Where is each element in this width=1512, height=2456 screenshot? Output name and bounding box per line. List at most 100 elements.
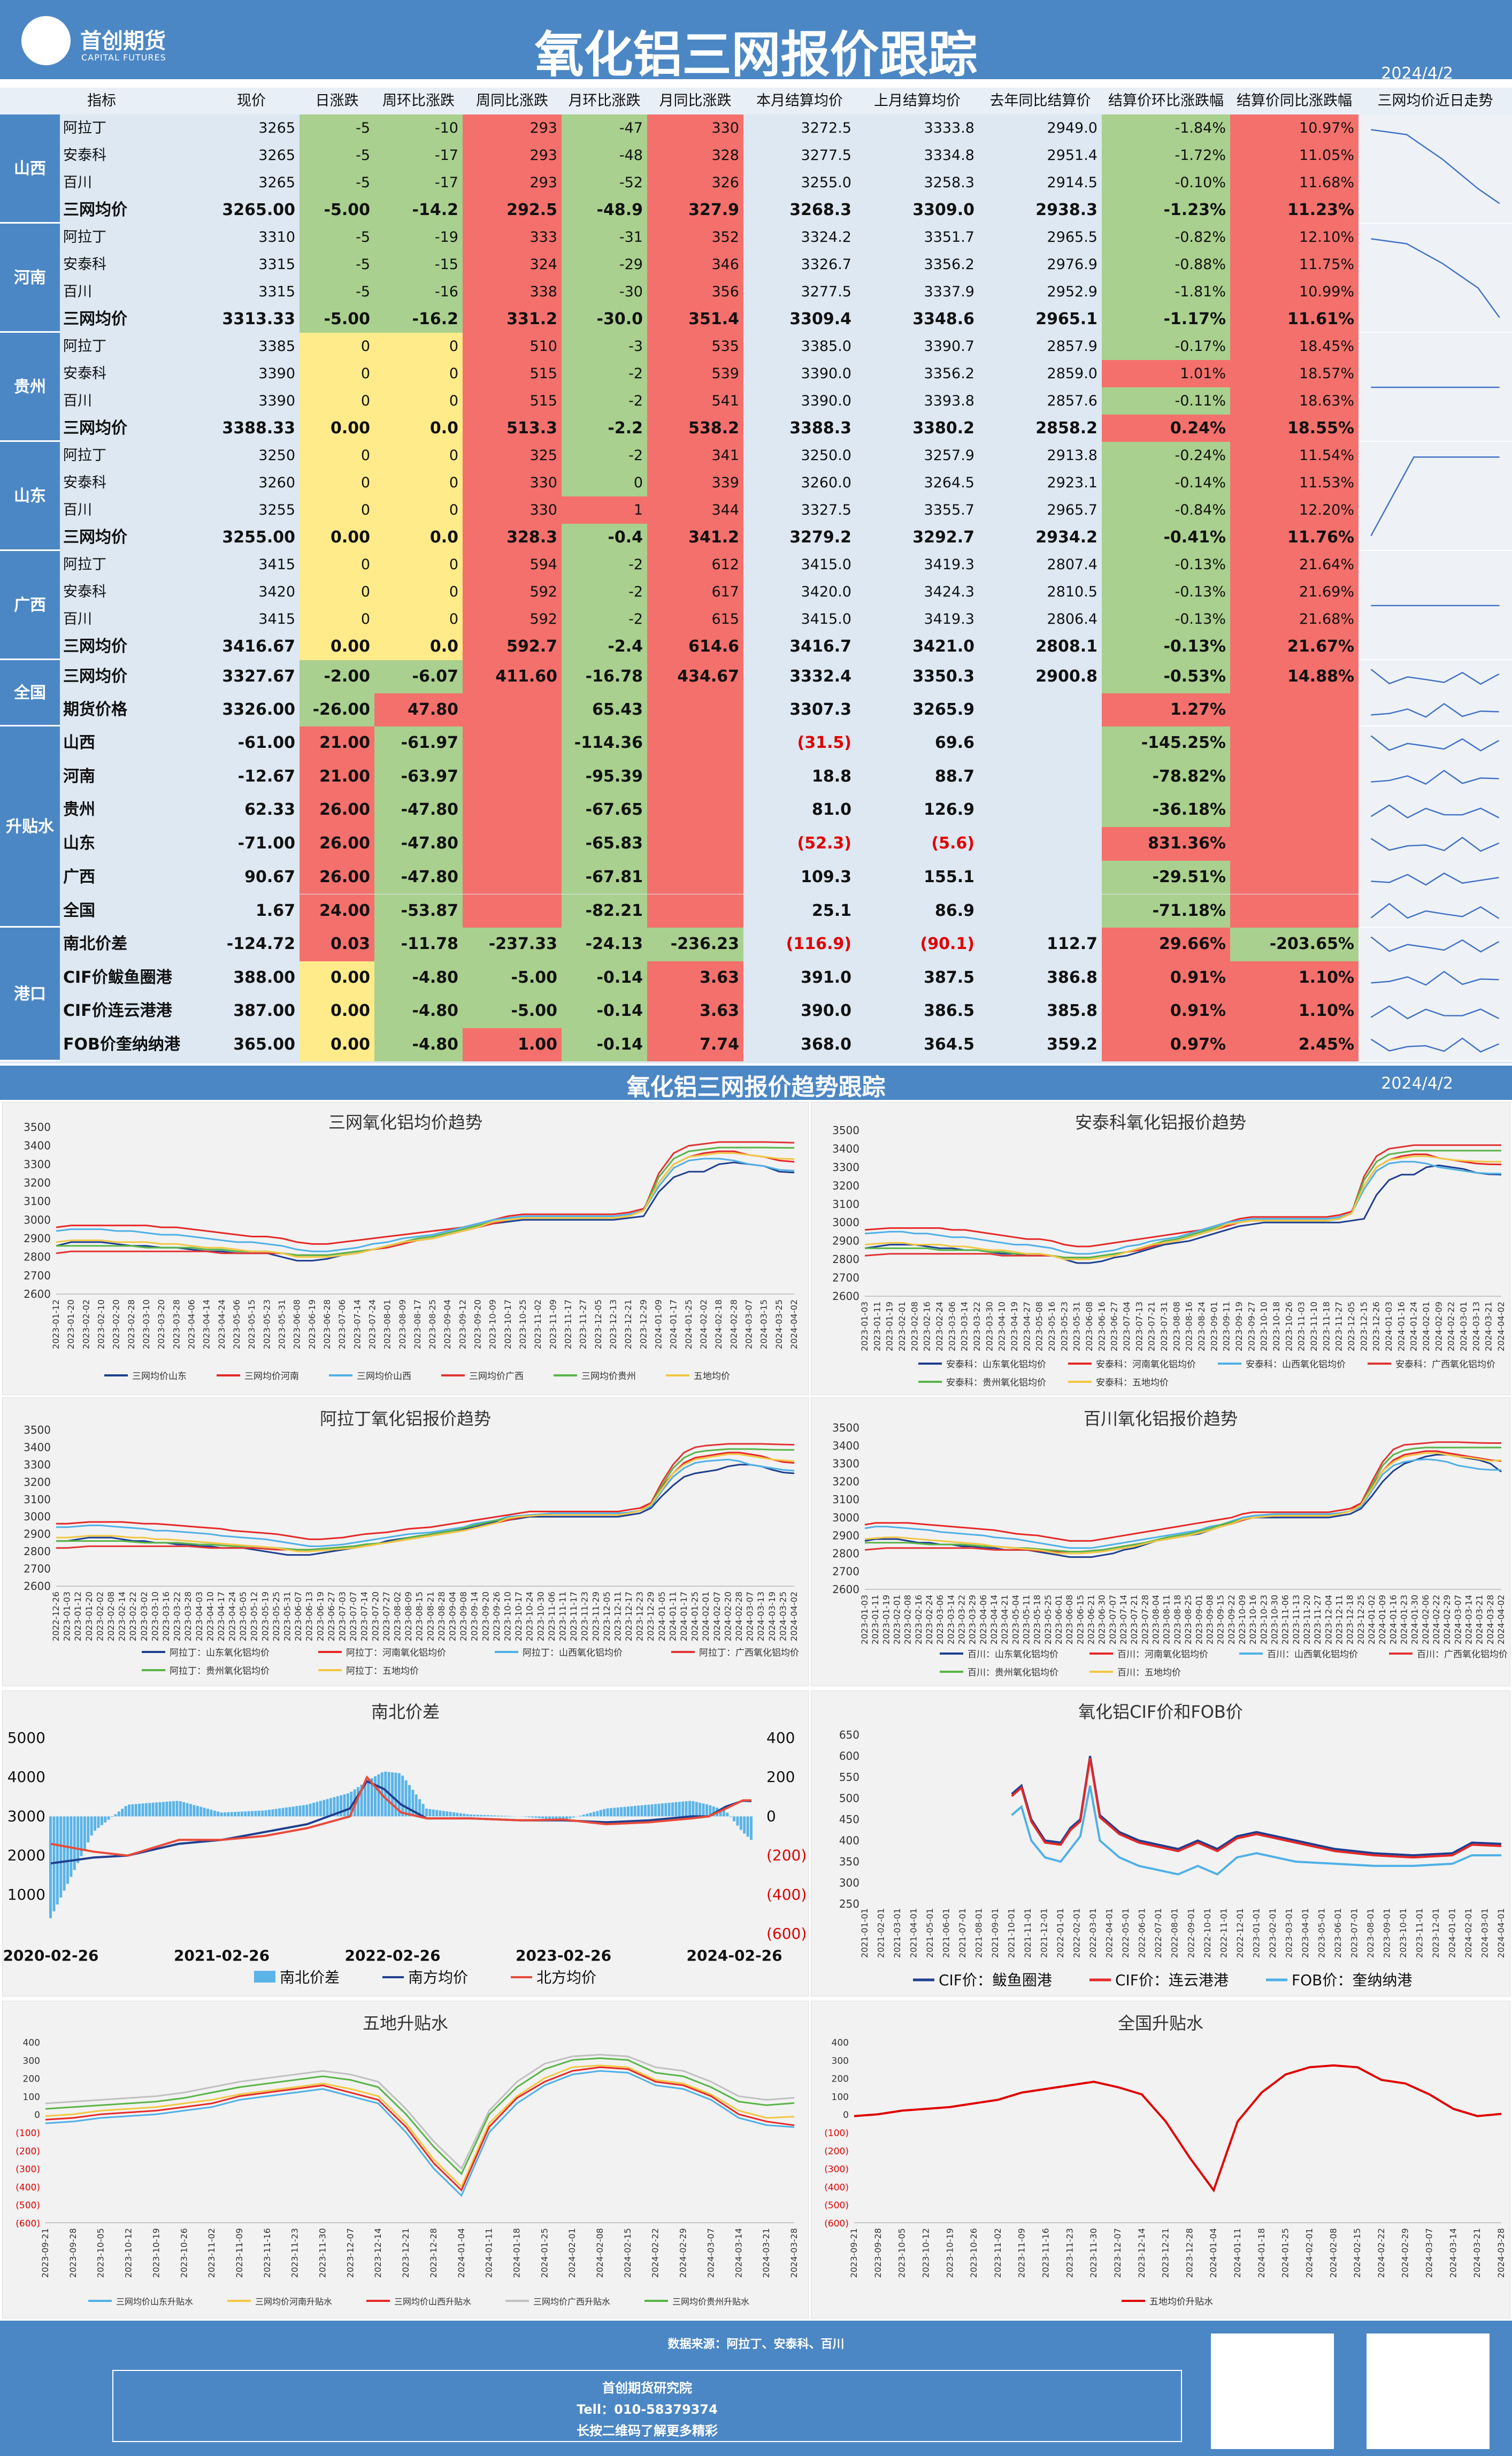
table-cell: 11.75% [1230,251,1359,278]
legend-swatch [254,1971,275,1983]
row-label: 河南 [63,767,95,786]
table-cell: 0 [374,469,463,496]
table-cell: -0.53% [1102,660,1230,693]
table-cell: 3337.9 [924,284,974,300]
table-cell [979,861,1102,894]
x-tick-label: 2023-11-29 [590,1592,601,1641]
spread-bar [63,1816,66,1891]
y-tick-label: (400) [16,2182,40,2193]
spread-bar [333,1797,336,1817]
y2-tick-label: 0 [766,1807,776,1825]
table-cell: 0 [300,360,374,387]
table-cell: 11.05% [1230,142,1359,169]
y-tick-label: 3300 [832,1457,859,1470]
x-tick-label: 2023-12-14 [373,2228,383,2278]
table-cell: -1.81% [1102,278,1230,305]
spread-bar [90,1816,93,1836]
y-tick-label: 3000 [24,1510,51,1523]
spread-bar [685,1801,688,1817]
table-cell: -47.80 [374,860,463,894]
table-cell: 0 [374,578,463,606]
table-cell: 2914.5 [1047,174,1097,191]
x-tick-label: 2021-09-01 [990,1908,1000,1958]
spread-bar [271,1809,274,1817]
x-tick-label: 2023-03-14 [960,1302,970,1351]
x-tick-label: 2021-02-01 [876,1908,886,1958]
x-tick-label: 2023-02-08 [909,1302,919,1351]
legend-label: 五地均价升贴水 [1149,2297,1213,2307]
qr-code-icon[interactable] [1367,2333,1490,2449]
table-cell: 3420.0 [801,584,851,600]
row-label: FOB价奎纳纳港 [63,1035,180,1054]
series-line [56,1152,795,1258]
x-tick-label: 2023-04-10 [205,1592,215,1641]
table-cell: 1.10% [1230,994,1359,1028]
table-cell: 10.97% [1230,114,1359,142]
sparkline-line [1370,669,1500,685]
row-label: 百川 [63,284,92,300]
table-cell: 0 [300,606,374,633]
table-cell: 293 [463,169,562,196]
x-tick-label: 2023-02-01 [892,1595,902,1644]
spread-bar [415,1794,418,1817]
x-tick-label: 2023-10-26 [179,2228,189,2278]
qr-code-icon[interactable] [1211,2333,1334,2449]
table-cell: 11.61% [1230,305,1359,333]
table-cell: -47 [562,114,647,142]
column-header: 现价 [203,88,300,114]
y-tick-label: 500 [839,1792,859,1805]
spread-bar [705,1804,708,1817]
x-tick-label: 2023-12-05 [1346,1302,1356,1351]
spread-bar [257,1810,260,1817]
y-tick-label: 250 [839,1898,859,1910]
x-tick-label: 2023-06-30 [1097,1595,1107,1644]
x-tick-label: 2023-10-17 [513,1592,524,1641]
spread-bar [384,1771,387,1817]
spread-bar [470,1814,472,1817]
spread-bar [305,1804,309,1817]
spread-bar [148,1803,151,1817]
x-tick-label: 2023-06-19 [307,1299,317,1349]
x-tick-label: 2023-04-14 [202,1299,212,1349]
table-cell: 3258.3 [924,174,974,191]
x-tick-label: 2023-12-21 [623,1299,633,1349]
x-tick-label: 2023-12-29 [646,1592,656,1641]
y-tick-label: (500) [824,2200,849,2211]
x-tick-label: 2024-03-25 [778,1592,788,1641]
x-tick-label: 2023-02-08 [903,1595,913,1644]
x-tick-label: 2023-04-10 [997,1302,1007,1351]
series-line [56,1158,795,1252]
series-line [56,1448,794,1551]
spread-bar [657,1803,661,1817]
y-tick-label: 2800 [832,1253,859,1266]
table-cell: 615 [647,606,743,633]
x-tick-label: 2024-01-05 [657,1592,667,1641]
column-header: 指标 [0,88,203,114]
spread-bar [144,1803,148,1817]
table-cell: 1.01% [1102,360,1230,387]
x-tick-label: 2023-09-14 [470,1592,480,1641]
table-cell: 0 [300,333,374,360]
x-tick-label: 2024-02-22 [1446,1302,1456,1351]
table-cell: 2810.5 [1047,584,1097,600]
spread-bar [107,1816,110,1820]
series-line [1011,1785,1501,1876]
table-cell: 3390 [258,365,295,382]
spread-bar [739,1816,742,1830]
table-cell [979,894,1102,928]
table-cell: 351.4 [647,305,743,333]
spread-bar [87,1816,90,1843]
region-label: 港口 [0,928,60,1062]
series-line [1011,1758,1502,1859]
x-tick-label: 2023-11-03 [1296,1302,1307,1351]
spread-bar [466,1814,469,1817]
x-tick-label: 2023-02-26 [516,1947,611,1964]
table-cell: 29.66% [1102,928,1230,961]
x-tick-label: 2024-01-04 [456,2228,466,2278]
x-tick-label: 2023-02-28 [126,1299,136,1349]
table-cell: 515 [463,387,562,415]
table-cell: 331.2 [463,305,562,333]
table-cell: -17 [374,169,463,196]
spread-bar [640,1805,643,1817]
column-header: 本月结算均价 [743,88,856,114]
